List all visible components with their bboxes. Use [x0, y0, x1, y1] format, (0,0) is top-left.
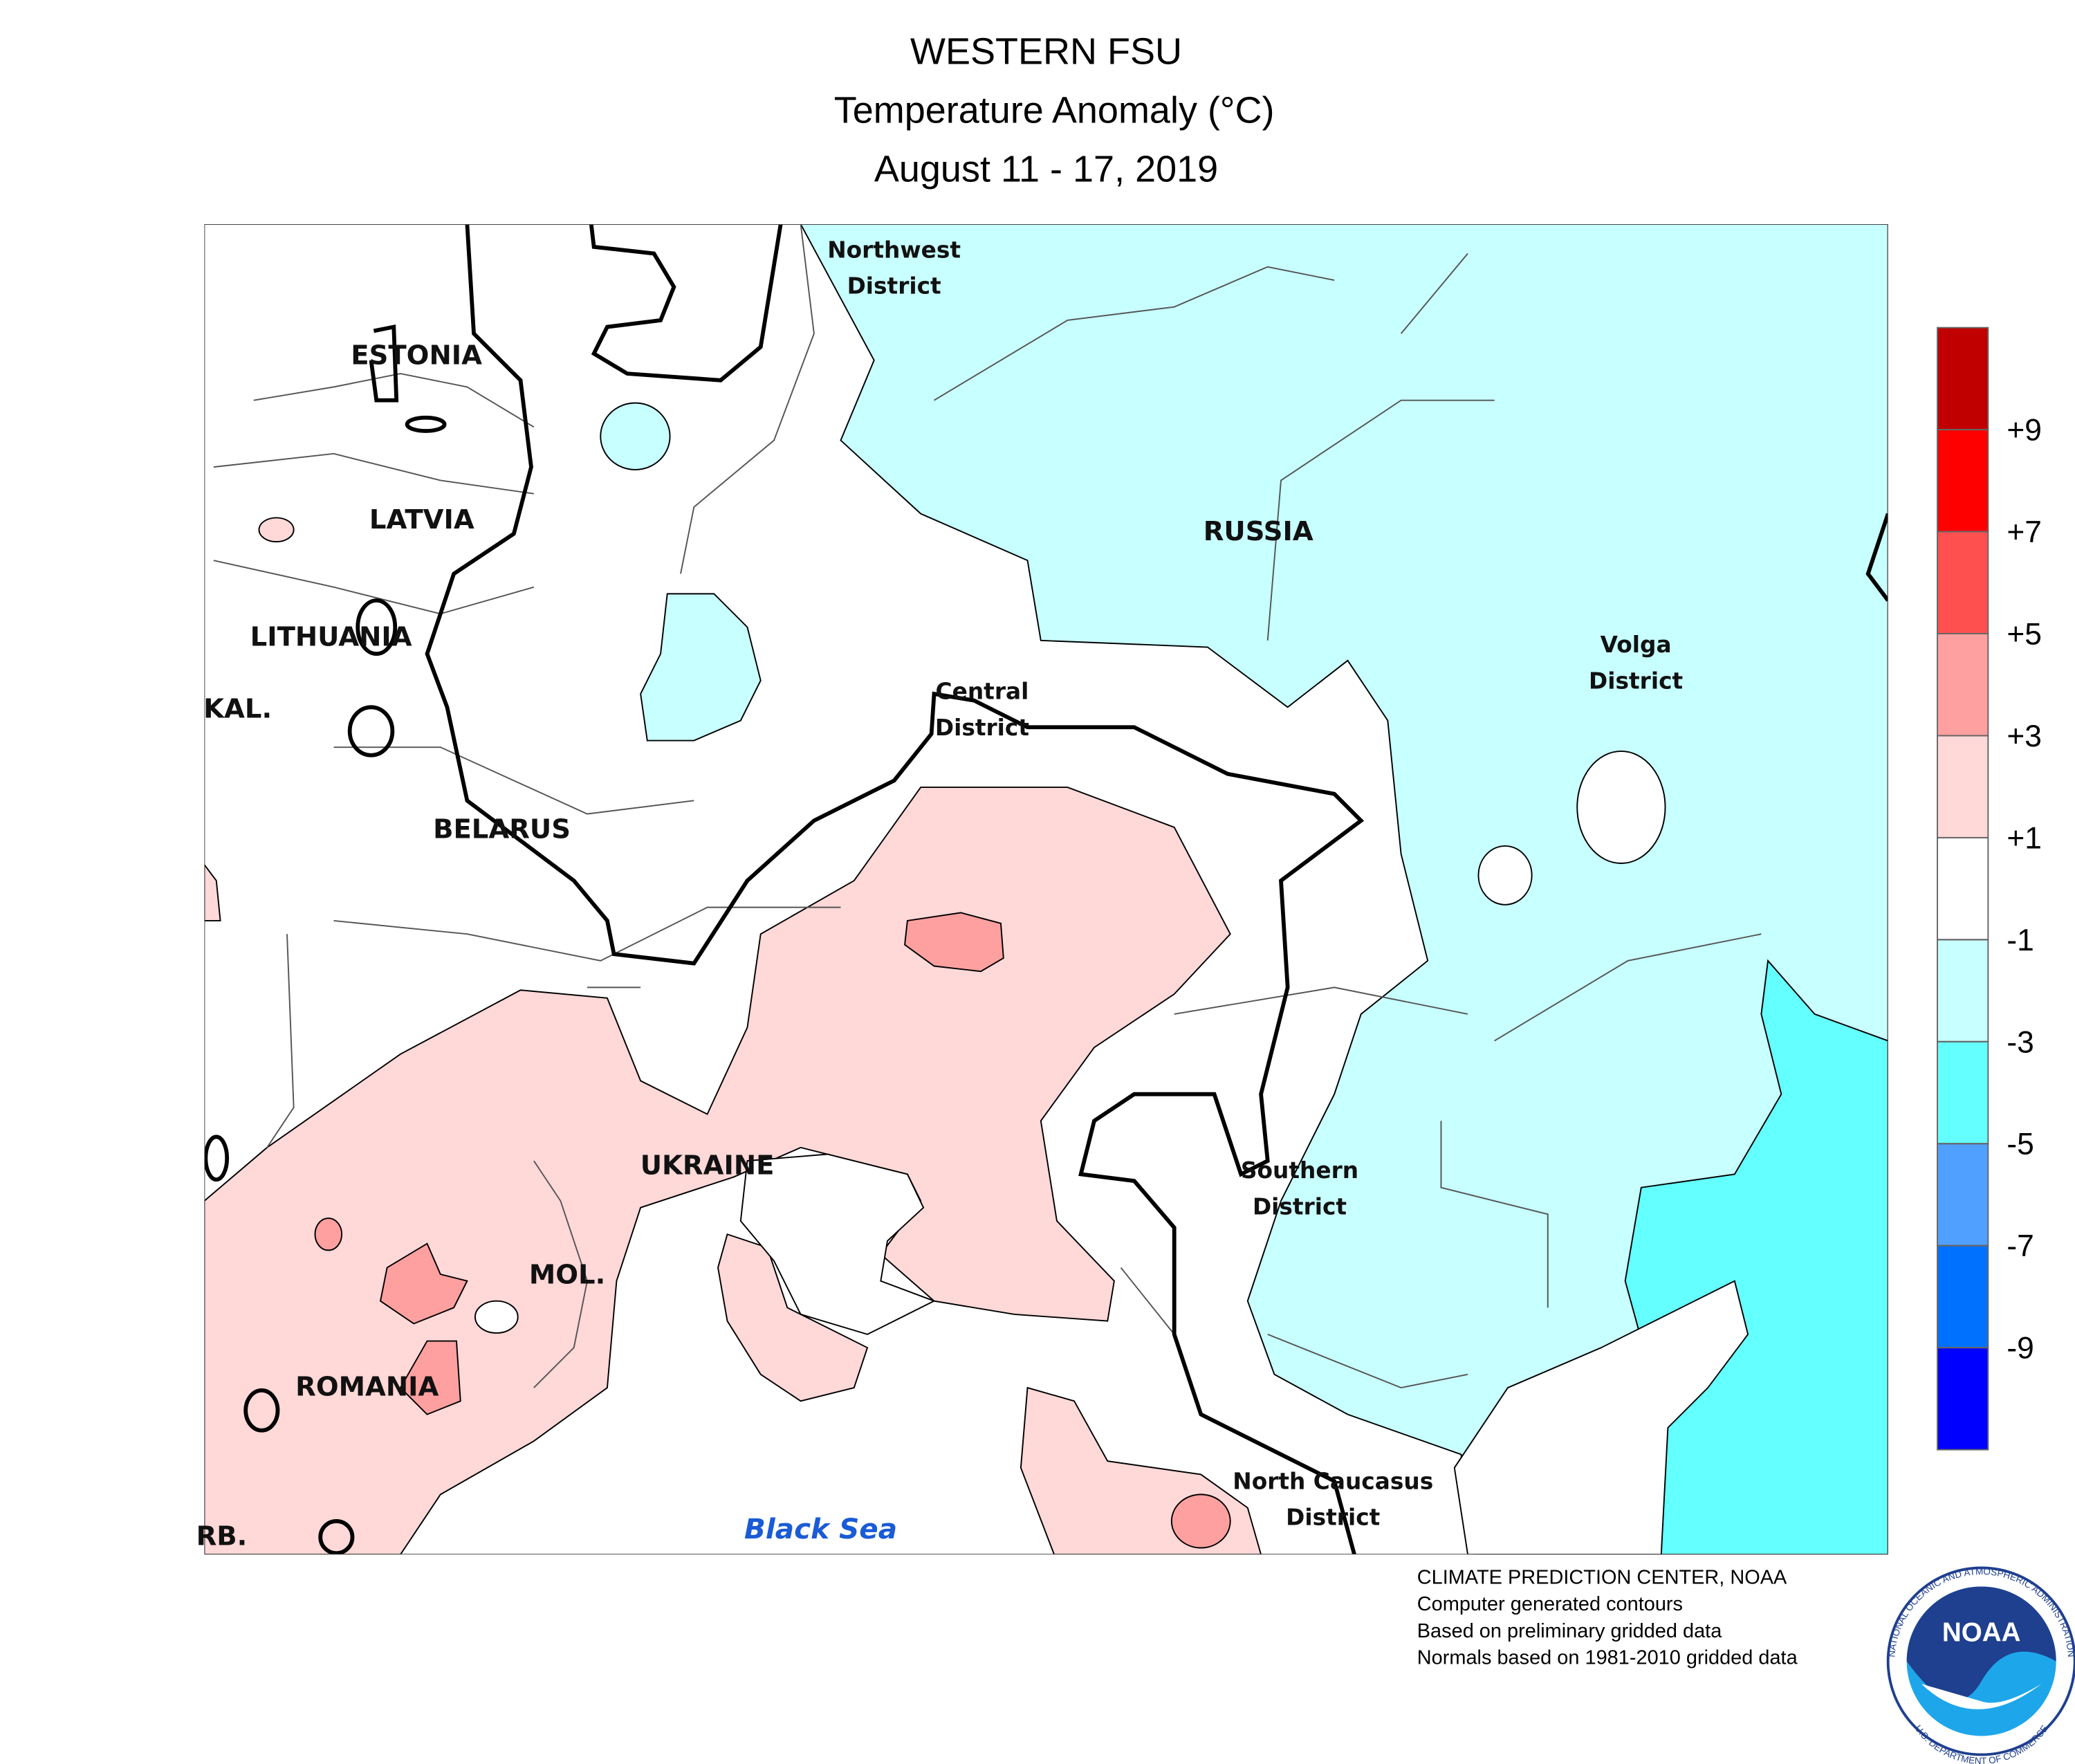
period: August 11 - 17, 2019 — [874, 148, 1218, 190]
district-label: District — [935, 715, 1029, 741]
anomaly-area-hot — [399, 1340, 461, 1415]
legend-tick-label: -1 — [2007, 924, 2034, 957]
contour — [356, 598, 398, 656]
footer-line: Based on preliminary gridded data — [1417, 1620, 1722, 1642]
country-label: UKRAINE — [640, 1150, 775, 1181]
legend-tick-label: +5 — [2007, 617, 2042, 651]
legend-swatch — [1937, 939, 1989, 1042]
legend-tick-label: +9 — [2007, 414, 2042, 448]
anomaly-area-warm — [717, 1233, 869, 1402]
footer-line: Computer generated contours — [1417, 1593, 1683, 1615]
anomaly-hole — [474, 1300, 519, 1334]
country-label: KAL. — [203, 694, 272, 725]
anomaly-area-warm — [258, 517, 295, 543]
anomaly-area-hot — [1170, 1494, 1231, 1549]
legend-swatch — [1937, 1040, 1989, 1145]
legend-swatch — [1937, 633, 1989, 737]
district-label: Northwest — [827, 237, 961, 263]
country-label: RUSSIA — [1204, 516, 1313, 547]
footer-line: Normals based on 1981-2010 gridded data — [1417, 1646, 1798, 1669]
country-label: LITHUANIA — [250, 622, 412, 653]
district-label: District — [1253, 1193, 1347, 1220]
anomaly-hole — [1453, 1280, 1749, 1555]
country-label: ESTONIA — [351, 340, 482, 371]
contour — [425, 224, 1365, 1555]
district-label: District — [1589, 668, 1683, 694]
country-label: BELARUS — [433, 814, 571, 845]
anomaly-area-warm — [204, 787, 1231, 1555]
country-label: ROMANIA — [295, 1372, 439, 1403]
border — [213, 224, 1762, 1415]
contour — [243, 1388, 280, 1433]
legend-tick-label: -5 — [2007, 1128, 2034, 1161]
legend-swatch — [1937, 735, 1989, 838]
contour — [204, 1134, 230, 1182]
anomaly-area-warm — [204, 863, 221, 921]
legend-tick-label: +3 — [2007, 719, 2042, 753]
anomaly-hole — [1576, 751, 1666, 864]
legend-swatch — [1937, 836, 1989, 941]
legend-tick-label: -7 — [2007, 1229, 2034, 1263]
legend-tick-label: +7 — [2007, 515, 2042, 549]
contour — [347, 705, 395, 757]
district-label: District — [1286, 1505, 1380, 1531]
map-area — [204, 224, 1888, 1555]
anomaly-area-cool — [600, 402, 671, 470]
contour — [369, 324, 399, 403]
noaa-logo: NOAA NATIONAL OCEANIC AND ATMOSPHERIC AD… — [1886, 1566, 2075, 1764]
legend-tick-label: -3 — [2007, 1025, 2034, 1059]
country-label: RB. — [196, 1521, 248, 1552]
district-label: District — [847, 273, 941, 299]
anomaly-area-hot — [379, 1242, 468, 1325]
anomaly-area-hot — [904, 912, 1004, 973]
legend-swatch — [1937, 327, 1989, 431]
district-label: Central — [936, 679, 1029, 705]
legend-tick-label: -9 — [2007, 1332, 2034, 1366]
color-legend: +9 +7 +5 +3 +1 -1 -3 -5 -7 -9 — [1937, 327, 2042, 1451]
anomaly-hole — [1477, 845, 1533, 906]
legend-swatch — [1937, 1244, 1989, 1349]
logo-text: NOAA — [1942, 1618, 2021, 1648]
district-label: Southern — [1241, 1157, 1358, 1184]
subtitle: Temperature Anomaly (°C) — [834, 89, 1275, 131]
sea-label: Black Sea — [744, 1512, 897, 1545]
footer-line: CLIMATE PREDICTION CENTER, NOAA — [1417, 1567, 1787, 1589]
contour — [1865, 513, 1888, 602]
title: WESTERN FSU — [910, 31, 1182, 73]
legend-swatch — [1937, 429, 1989, 533]
logo-wave — [1921, 1684, 2042, 1709]
district-label: North Caucasus — [1233, 1469, 1433, 1495]
legend-swatch — [1937, 1143, 1989, 1247]
contour — [405, 415, 447, 433]
legend-tick-label: +1 — [2007, 821, 2042, 855]
anomaly-area-cold — [1624, 959, 1888, 1555]
district-label: Volga — [1601, 632, 1672, 658]
contour — [318, 1519, 355, 1555]
anomaly-hole — [739, 1153, 936, 1335]
legend-swatch — [1937, 531, 1989, 634]
legend-swatch — [1937, 1347, 1989, 1451]
anomaly-area-cool — [640, 593, 762, 742]
anomaly-area-hot — [314, 1218, 343, 1251]
country-label: LATVIA — [369, 504, 474, 535]
logo-top — [1906, 1586, 2056, 1701]
country-label: MOL. — [529, 1260, 605, 1291]
